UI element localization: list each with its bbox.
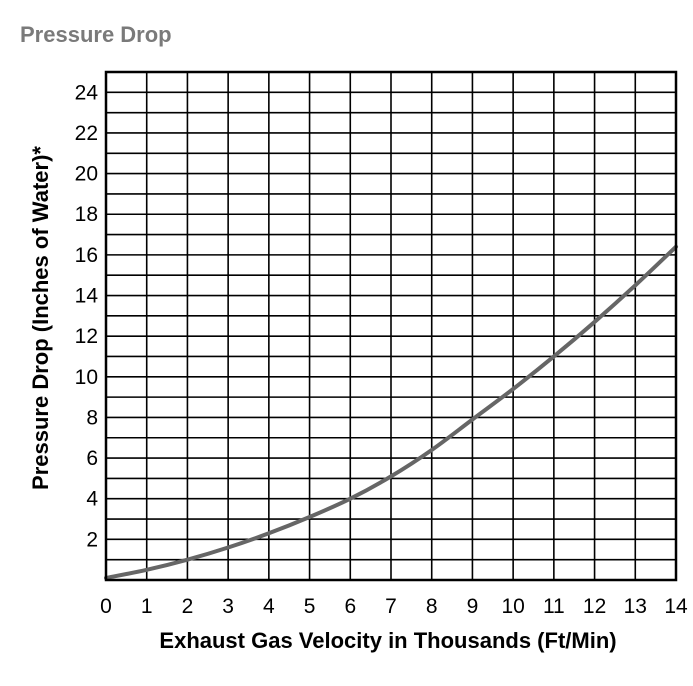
x-axis-ticks: 0 1 2 3 4 5 6 7 8 9 10 11 12 13 14 (100, 595, 688, 618)
x-tick-label: 14 (664, 595, 688, 618)
series-line-0 (104, 244, 678, 580)
y-tick-label: 8 (86, 406, 98, 429)
y-tick-label: 12 (75, 325, 98, 348)
y-tick-label: 16 (75, 244, 98, 267)
x-tick-label: 6 (344, 595, 356, 618)
y-tick-label: 18 (75, 203, 98, 226)
y-tick-label: 14 (75, 285, 99, 308)
y-tick-label: 10 (75, 366, 98, 389)
x-tick-label: 12 (583, 595, 606, 618)
x-tick-label: 4 (263, 595, 275, 618)
x-axis-label: Exhaust Gas Velocity in Thousands (Ft/Mi… (159, 628, 616, 653)
x-tick-label: 11 (543, 595, 565, 618)
x-tick-label: 8 (426, 595, 438, 618)
y-tick-label: 20 (75, 163, 98, 186)
y-tick-label: 2 (86, 528, 98, 551)
page-title: Pressure Drop (20, 22, 172, 47)
x-tick-label: 7 (385, 595, 397, 618)
y-tick-label: 6 (86, 447, 98, 470)
y-tick-label: 24 (75, 81, 99, 104)
chart-frame (104, 70, 678, 582)
x-tick-label: 2 (182, 595, 194, 618)
chart-series-layer (104, 244, 678, 580)
x-tick-label: 1 (141, 595, 153, 618)
x-tick-label: 3 (222, 595, 234, 618)
x-tick-label: 13 (624, 595, 647, 618)
y-axis-label: Pressure Drop (Inches of Water)* (28, 146, 53, 490)
chart-grid (106, 72, 676, 580)
x-tick-label: 5 (304, 595, 316, 618)
plot-border (104, 70, 678, 582)
y-tick-label: 22 (75, 122, 98, 145)
x-tick-label: 0 (100, 595, 112, 618)
x-tick-label: 9 (467, 595, 479, 618)
y-tick-label: 4 (86, 488, 98, 511)
x-tick-label: 10 (501, 595, 524, 618)
